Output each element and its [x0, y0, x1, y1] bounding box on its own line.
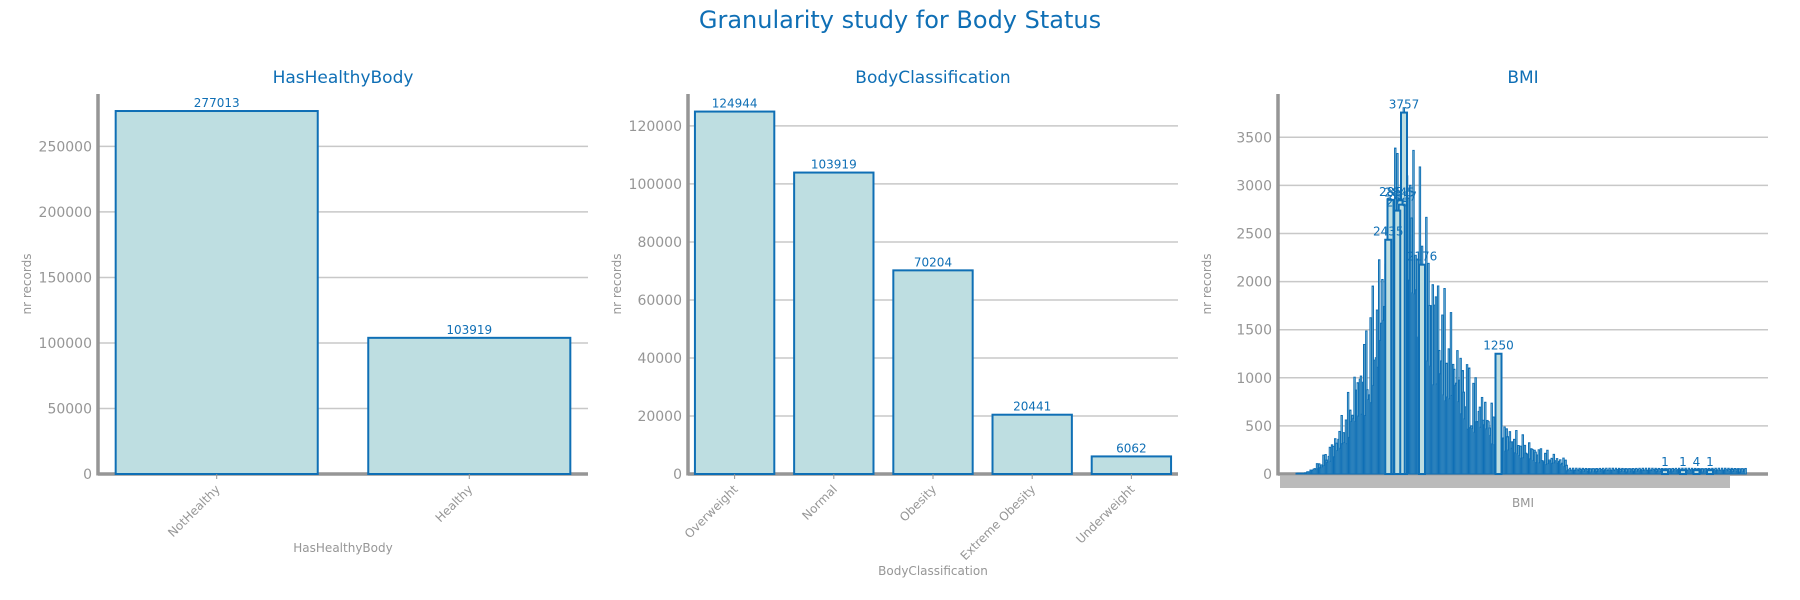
data-label: 2176 [1407, 250, 1438, 264]
y-tick-label: 0 [673, 467, 682, 483]
data-label: 3757 [1389, 98, 1420, 112]
x-axis-label: HasHealthyBody [293, 541, 392, 555]
y-tick-label: 40000 [637, 351, 682, 367]
chart-bmi: 0 500 1000 1500 2000 2500 3000 3500 BMI nr record… [1200, 68, 1768, 510]
y-tick-label: 120000 [629, 119, 682, 135]
chart-bodyclassification: 0 20000 40000 60000 80000 100000 120000 BodyCla… [610, 68, 1178, 578]
data-label: 2837 [1386, 190, 1417, 204]
y-tick-label: 1500 [1236, 323, 1272, 339]
y-tick-label: 3500 [1236, 130, 1272, 146]
x-tick-label: Obesity [897, 482, 939, 524]
x-tick-label: NotHealthy [165, 482, 223, 540]
data-label: 2845 [1384, 185, 1415, 199]
bar [1661, 469, 1669, 475]
data-label: 1 [1706, 455, 1714, 469]
chart-title: BodyClassification [855, 68, 1010, 88]
y-tick-label: 250000 [39, 139, 92, 155]
bar [1744, 467, 1747, 475]
y-tick-label: 150000 [39, 270, 92, 286]
bar [693, 110, 776, 476]
data-label: 103919 [446, 323, 492, 337]
x-axis-label: BMI [1512, 496, 1534, 510]
y-tick-label: 200000 [39, 205, 92, 221]
y-tick-label: 0 [1263, 467, 1272, 483]
bar [1384, 238, 1393, 475]
bar [1692, 469, 1701, 475]
x-tick-label: Normal [799, 482, 840, 523]
y-tick-label: 50000 [47, 401, 92, 417]
data-label: 124944 [712, 97, 758, 111]
data-label: 4 [1693, 455, 1701, 469]
data-label: 2435 [1373, 225, 1404, 239]
bar [1393, 209, 1402, 475]
x-tick-label: Overweight [682, 482, 741, 541]
data-label: 277013 [194, 96, 240, 110]
y-tick-label: 0 [83, 467, 92, 483]
data-label: 1250 [1483, 339, 1514, 353]
x-tick-label: Extreme Obesity [958, 482, 1039, 563]
data-label: 70204 [914, 255, 952, 269]
y-tick-label: 2500 [1236, 226, 1272, 242]
y-tick-label: 2000 [1236, 275, 1272, 291]
x-tick-band [1280, 476, 1730, 488]
y-tick-label: 500 [1245, 419, 1272, 435]
chart-title: BMI [1507, 68, 1538, 88]
y-tick-label: 100000 [629, 177, 682, 193]
bar [1494, 352, 1503, 475]
x-tick-label: Healthy [433, 482, 476, 525]
y-tick-label: 1000 [1236, 371, 1272, 387]
y-tick-label: 20000 [637, 409, 682, 425]
data-label: 1 [1661, 455, 1669, 469]
y-tick-label: 100000 [39, 336, 92, 352]
bar [114, 110, 319, 475]
bar [1090, 455, 1173, 475]
x-axis-label: BodyClassification [878, 564, 988, 578]
y-tick-label: 60000 [637, 293, 682, 309]
bar [1706, 469, 1714, 475]
y-axis-label: nr records [20, 254, 34, 315]
bar [991, 413, 1073, 476]
data-label: 6062 [1116, 441, 1147, 455]
y-tick-label: 80000 [637, 235, 682, 251]
data-label: 278 [1386, 196, 1409, 210]
bar [1418, 263, 1426, 476]
data-label: 285 [1379, 185, 1402, 199]
chart-title: HasHealthyBody [273, 68, 414, 88]
data-label: 103919 [811, 158, 857, 172]
data-label: 1 [1679, 455, 1687, 469]
data-label: 20441 [1013, 400, 1051, 414]
y-axis-label: nr records [610, 254, 624, 315]
figure-title: Granularity study for Body Status [698, 6, 1102, 34]
y-axis-label: nr records [1200, 254, 1214, 315]
y-tick-label: 3000 [1236, 178, 1272, 194]
bar [367, 336, 572, 475]
bar [892, 269, 974, 475]
chart-hashealthybody: 0 50000 100000 150000 200000 250000 HasHealthy… [20, 68, 588, 555]
x-tick-label: Underweight [1073, 482, 1137, 546]
bar [793, 171, 875, 475]
bar [1679, 469, 1687, 475]
